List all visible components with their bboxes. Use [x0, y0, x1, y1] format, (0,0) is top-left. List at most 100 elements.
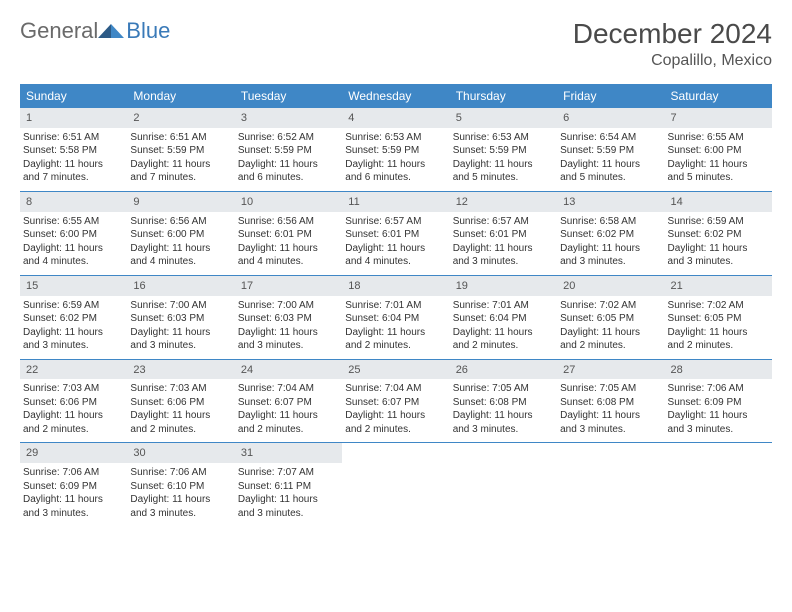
day-number: 14: [665, 192, 772, 212]
day-sr: Sunrise: 7:04 AM: [238, 382, 339, 396]
day-number: 7: [665, 108, 772, 128]
day-sr: Sunrise: 7:00 AM: [238, 299, 339, 313]
day-sr: Sunrise: 7:06 AM: [668, 382, 769, 396]
day-sr: Sunrise: 7:06 AM: [130, 466, 231, 480]
day-number: 27: [557, 360, 664, 380]
day-d2: and 3 minutes.: [130, 507, 231, 521]
day-ss: Sunset: 6:05 PM: [560, 312, 661, 326]
day-d2: and 2 minutes.: [668, 339, 769, 353]
day-cell: 24Sunrise: 7:04 AMSunset: 6:07 PMDayligh…: [235, 360, 342, 443]
day-ss: Sunset: 6:05 PM: [668, 312, 769, 326]
logo-blue: Blue: [126, 18, 170, 44]
day-number: 31: [235, 443, 342, 463]
day-number: [557, 443, 664, 448]
day-d1: Daylight: 11 hours: [668, 409, 769, 423]
col-saturday: Saturday: [665, 84, 772, 108]
day-cell: 7Sunrise: 6:55 AMSunset: 6:00 PMDaylight…: [665, 108, 772, 191]
day-d2: and 3 minutes.: [453, 255, 554, 269]
location: Copalillo, Mexico: [573, 52, 772, 70]
day-number: 9: [127, 192, 234, 212]
day-details: Sunrise: 7:06 AMSunset: 6:10 PMDaylight:…: [127, 466, 234, 520]
day-number: 8: [20, 192, 127, 212]
day-d1: Daylight: 11 hours: [453, 409, 554, 423]
day-d1: Daylight: 11 hours: [130, 493, 231, 507]
day-d2: and 3 minutes.: [23, 507, 124, 521]
day-sr: Sunrise: 6:57 AM: [453, 215, 554, 229]
day-d1: Daylight: 11 hours: [23, 409, 124, 423]
day-d2: and 3 minutes.: [130, 339, 231, 353]
day-number: 21: [665, 276, 772, 296]
day-d1: Daylight: 11 hours: [560, 409, 661, 423]
day-d1: Daylight: 11 hours: [23, 158, 124, 172]
day-details: Sunrise: 6:52 AMSunset: 5:59 PMDaylight:…: [235, 131, 342, 185]
day-sr: Sunrise: 6:59 AM: [23, 299, 124, 313]
day-ss: Sunset: 6:11 PM: [238, 480, 339, 494]
day-cell: 26Sunrise: 7:05 AMSunset: 6:08 PMDayligh…: [450, 360, 557, 443]
month-title: December 2024: [573, 18, 772, 50]
day-sr: Sunrise: 7:05 AM: [560, 382, 661, 396]
day-details: Sunrise: 7:01 AMSunset: 6:04 PMDaylight:…: [342, 299, 449, 353]
day-number: 3: [235, 108, 342, 128]
day-d2: and 3 minutes.: [453, 423, 554, 437]
week-row: 8Sunrise: 6:55 AMSunset: 6:00 PMDaylight…: [20, 191, 772, 275]
day-d1: Daylight: 11 hours: [560, 326, 661, 340]
day-d1: Daylight: 11 hours: [130, 242, 231, 256]
day-ss: Sunset: 6:01 PM: [345, 228, 446, 242]
day-number: [665, 443, 772, 448]
day-cell: [557, 443, 664, 526]
day-details: Sunrise: 7:03 AMSunset: 6:06 PMDaylight:…: [127, 382, 234, 436]
col-thursday: Thursday: [450, 84, 557, 108]
day-details: Sunrise: 7:03 AMSunset: 6:06 PMDaylight:…: [20, 382, 127, 436]
day-d2: and 7 minutes.: [130, 171, 231, 185]
day-d2: and 4 minutes.: [130, 255, 231, 269]
day-details: Sunrise: 7:02 AMSunset: 6:05 PMDaylight:…: [557, 299, 664, 353]
day-d1: Daylight: 11 hours: [130, 326, 231, 340]
day-cell: 11Sunrise: 6:57 AMSunset: 6:01 PMDayligh…: [342, 192, 449, 275]
day-d1: Daylight: 11 hours: [130, 158, 231, 172]
day-d1: Daylight: 11 hours: [345, 326, 446, 340]
day-sr: Sunrise: 7:05 AM: [453, 382, 554, 396]
day-number: 22: [20, 360, 127, 380]
day-d2: and 4 minutes.: [23, 255, 124, 269]
day-details: Sunrise: 7:01 AMSunset: 6:04 PMDaylight:…: [450, 299, 557, 353]
day-d2: and 3 minutes.: [238, 339, 339, 353]
day-cell: 17Sunrise: 7:00 AMSunset: 6:03 PMDayligh…: [235, 276, 342, 359]
day-sr: Sunrise: 7:00 AM: [130, 299, 231, 313]
day-d1: Daylight: 11 hours: [238, 326, 339, 340]
day-sr: Sunrise: 6:56 AM: [238, 215, 339, 229]
day-number: 23: [127, 360, 234, 380]
day-sr: Sunrise: 6:59 AM: [668, 215, 769, 229]
day-ss: Sunset: 5:59 PM: [238, 144, 339, 158]
weeks: 1Sunrise: 6:51 AMSunset: 5:58 PMDaylight…: [20, 108, 772, 526]
day-ss: Sunset: 6:06 PM: [130, 396, 231, 410]
day-sr: Sunrise: 6:54 AM: [560, 131, 661, 145]
day-ss: Sunset: 6:09 PM: [668, 396, 769, 410]
day-number: 30: [127, 443, 234, 463]
day-cell: 10Sunrise: 6:56 AMSunset: 6:01 PMDayligh…: [235, 192, 342, 275]
day-sr: Sunrise: 7:02 AM: [668, 299, 769, 313]
day-ss: Sunset: 6:07 PM: [238, 396, 339, 410]
day-sr: Sunrise: 6:55 AM: [23, 215, 124, 229]
day-d1: Daylight: 11 hours: [130, 409, 231, 423]
day-d1: Daylight: 11 hours: [23, 326, 124, 340]
day-cell: 12Sunrise: 6:57 AMSunset: 6:01 PMDayligh…: [450, 192, 557, 275]
day-number: 11: [342, 192, 449, 212]
day-details: Sunrise: 6:59 AMSunset: 6:02 PMDaylight:…: [20, 299, 127, 353]
day-cell: 31Sunrise: 7:07 AMSunset: 6:11 PMDayligh…: [235, 443, 342, 526]
day-d2: and 3 minutes.: [23, 339, 124, 353]
day-cell: 22Sunrise: 7:03 AMSunset: 6:06 PMDayligh…: [20, 360, 127, 443]
day-number: 10: [235, 192, 342, 212]
logo-general: General: [20, 18, 98, 44]
day-cell: 5Sunrise: 6:53 AMSunset: 5:59 PMDaylight…: [450, 108, 557, 191]
day-cell: 30 Sunrise: 7:06 AMSunset: 6:10 PMDayligh…: [127, 443, 234, 526]
day-number: 5: [450, 108, 557, 128]
col-sunday: Sunday: [20, 84, 127, 108]
day-cell: 16Sunrise: 7:00 AMSunset: 6:03 PMDayligh…: [127, 276, 234, 359]
day-ss: Sunset: 6:04 PM: [345, 312, 446, 326]
day-sr: Sunrise: 6:56 AM: [130, 215, 231, 229]
col-wednesday: Wednesday: [342, 84, 449, 108]
day-cell: 9Sunrise: 6:56 AMSunset: 6:00 PMDaylight…: [127, 192, 234, 275]
day-d2: and 2 minutes.: [238, 423, 339, 437]
day-d1: Daylight: 11 hours: [668, 326, 769, 340]
col-tuesday: Tuesday: [235, 84, 342, 108]
